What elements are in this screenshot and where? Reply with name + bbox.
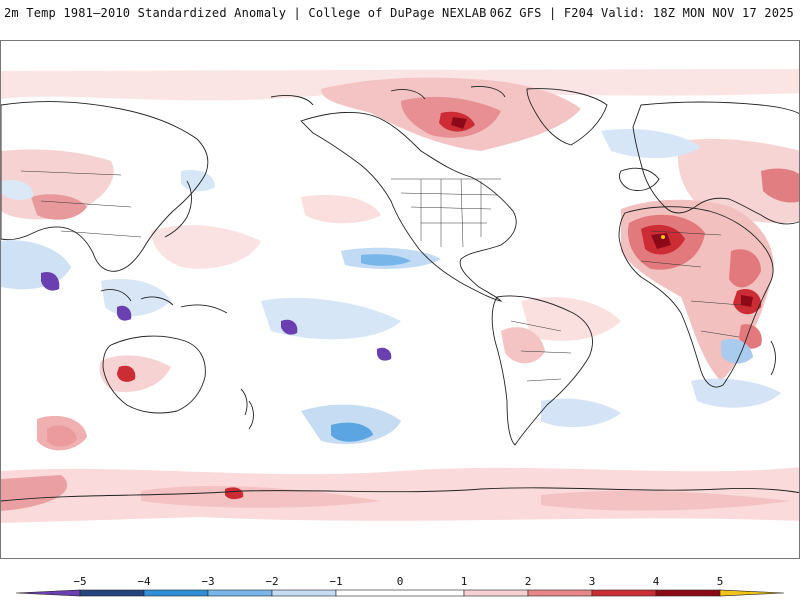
map-canvas [1, 41, 799, 558]
warm-anomaly-layer [1, 69, 799, 523]
colorbar-tick-label: 2 [524, 575, 532, 588]
model-run-info: 06Z GFS | F204 Valid: 18Z MON NOV 17 202… [489, 6, 794, 20]
colorbar: −5 −4 −3 −2 −1 0 1 2 3 4 5 [0, 560, 800, 600]
colorbar-bin [143, 589, 209, 597]
colorbar-tick-label: 3 [588, 575, 596, 588]
cool-anomaly-layer [1, 128, 781, 445]
colorbar-bin [591, 589, 657, 597]
colorbar-tick-label: −4 [137, 575, 151, 588]
colorbar-tick-label: −5 [73, 575, 87, 588]
colorbar-bin [335, 589, 465, 597]
colorbar-bin [463, 589, 529, 597]
colorbar-bin [15, 589, 81, 597]
colorbar-tick-label: 0 [396, 575, 404, 588]
coastline-layer [1, 86, 799, 502]
colorbar-bin [79, 589, 145, 597]
colorbar-tick-label: 5 [716, 575, 724, 588]
map-header: 2m Temp 1981–2010 Standardized Anomaly |… [0, 0, 800, 30]
colorbar-tick-label: 4 [652, 575, 660, 588]
colorbar-bin [527, 589, 593, 597]
colorbar-bin [271, 589, 337, 597]
colorbar-tick-label: −2 [265, 575, 279, 588]
colorbar-tick-label: −3 [201, 575, 215, 588]
map-title: 2m Temp 1981–2010 Standardized Anomaly |… [4, 6, 487, 20]
anomaly-map[interactable] [0, 40, 800, 559]
colorbar-bin [655, 589, 721, 597]
colorbar-tick-label: −1 [329, 575, 343, 588]
colorbar-scale [15, 589, 785, 597]
political-borders [20, 170, 742, 382]
colorbar-tick-label: 1 [460, 575, 468, 588]
colorbar-bin [719, 589, 785, 597]
colorbar-bin [207, 589, 273, 597]
